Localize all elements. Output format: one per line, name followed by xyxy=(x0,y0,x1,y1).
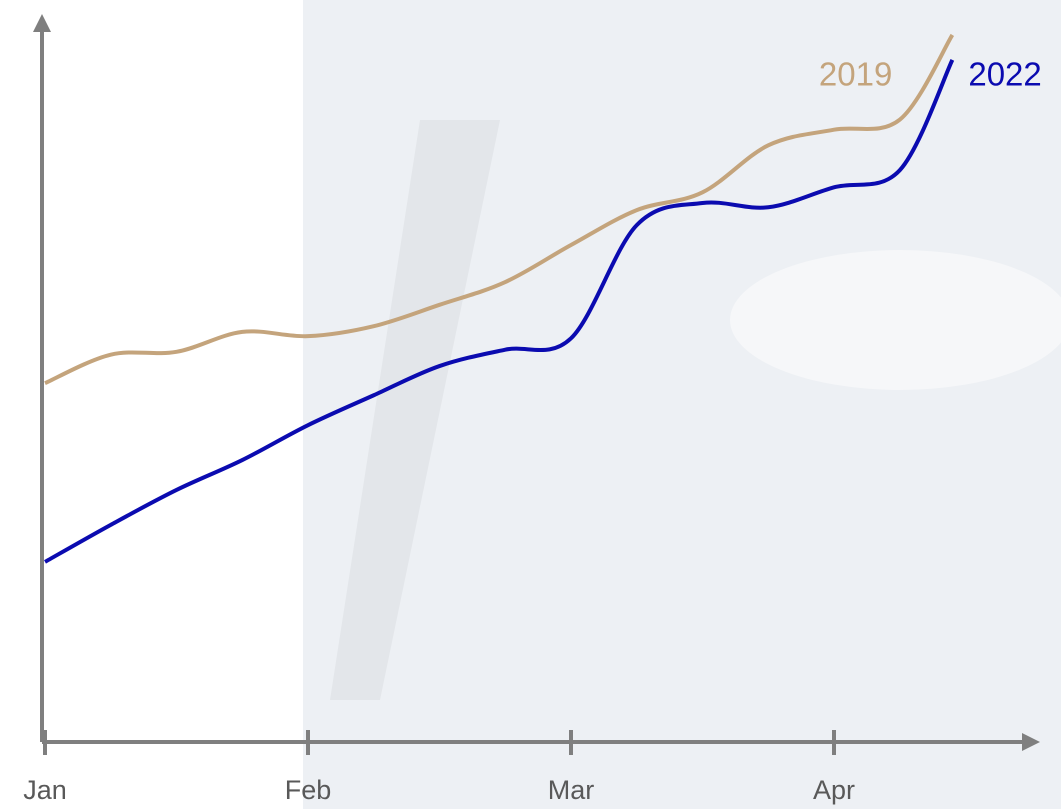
x-tick-label: Feb xyxy=(285,775,332,805)
legend-label: 2019 xyxy=(819,56,892,93)
plane-tail xyxy=(330,120,500,700)
line xyxy=(44,59,955,564)
legend-label: 2022 xyxy=(968,56,1041,93)
x-axis-arrow xyxy=(1022,733,1040,751)
x-tick-label: Apr xyxy=(813,775,855,805)
cloud xyxy=(730,250,1061,390)
x-tick-label: Mar xyxy=(548,775,595,805)
line xyxy=(44,33,955,385)
x-tick-label: Jan xyxy=(23,775,67,805)
y-axis-arrow xyxy=(33,14,51,32)
